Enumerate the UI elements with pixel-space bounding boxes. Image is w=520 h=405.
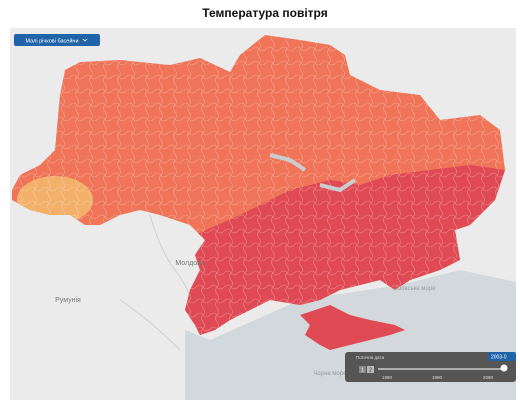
timeline-panel — [345, 352, 516, 382]
timeline-button[interactable] — [359, 366, 366, 373]
label-romania: Румунія — [55, 296, 81, 304]
label-black-sea: Чорне море — [313, 371, 347, 377]
timeline-handle[interactable] — [500, 364, 508, 372]
timeline-title: Поточна дата — [356, 355, 385, 360]
label-azov: Азовське море — [394, 286, 436, 292]
timeline-current-box — [488, 352, 516, 361]
timeline-tick: 1980 — [382, 375, 393, 380]
timeline-button[interactable] — [367, 366, 374, 373]
timeline-current: 2003-0 — [491, 355, 507, 361]
timeline-button-label[interactable]: 1 — [361, 368, 364, 374]
timeline-button-label[interactable]: 2 — [369, 368, 372, 374]
map-title: Температура повітря — [202, 6, 327, 20]
reservoir — [269, 153, 357, 193]
dropdown-box[interactable] — [14, 34, 100, 46]
label-moldova: Молдова — [175, 260, 204, 267]
crimea — [300, 305, 405, 350]
dropdown-chevron — [82, 38, 88, 42]
timeline-tick: 2080 — [483, 375, 494, 380]
dropdown[interactable]: Малі річкові басейни — [14, 34, 100, 46]
timeline: Поточна дата 1 2 1980 1990 2080 2003-0 — [345, 352, 516, 382]
border-line — [119, 214, 191, 351]
dropdown-label[interactable]: Малі річкові басейни — [25, 38, 78, 45]
timeline-tick: 1990 — [432, 375, 443, 380]
